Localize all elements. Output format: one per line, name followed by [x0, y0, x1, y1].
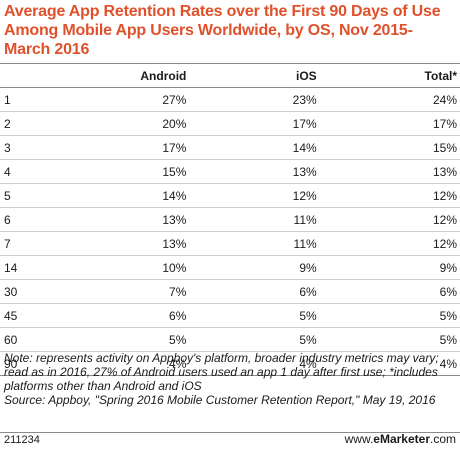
ios-cell: 11% [186, 207, 317, 232]
day-cell: 3 [0, 135, 35, 160]
total-cell: 6% [316, 279, 460, 304]
android-cell: 5% [34, 327, 187, 352]
total-cell: 15% [316, 135, 460, 160]
android-cell: 14% [34, 183, 187, 208]
total-cell: 5% [316, 303, 460, 328]
android-cell: 13% [34, 231, 187, 256]
total-cell: 12% [316, 207, 460, 232]
table-row: 4 15% 13% 13% [0, 159, 460, 184]
table-row: 60 5% 5% 5% [0, 327, 460, 352]
header-divider [0, 63, 460, 64]
table-row: 90 4% 4% 4% [0, 351, 460, 376]
column-header-ios: iOS [186, 64, 317, 88]
ios-cell: 17% [186, 111, 317, 136]
android-cell: 15% [34, 159, 187, 184]
android-cell: 10% [34, 255, 187, 280]
day-cell: 6 [0, 207, 35, 232]
ios-cell: 12% [186, 183, 317, 208]
column-header-total: Total* [316, 64, 460, 88]
ios-cell: 14% [186, 135, 317, 160]
ios-cell: 5% [186, 303, 317, 328]
android-cell: 7% [34, 279, 187, 304]
ios-cell: 4% [186, 351, 317, 376]
table-row: 45 6% 5% 5% [0, 303, 460, 328]
day-cell: 1 [0, 87, 35, 112]
total-cell: 4% [316, 351, 460, 376]
column-header-day [0, 64, 35, 88]
total-cell: 5% [316, 327, 460, 352]
note-text: Note: represents activity on Appboy's pl… [4, 351, 439, 393]
chart-id: 211234 [4, 434, 40, 446]
android-cell: 27% [34, 87, 187, 112]
day-cell: 30 [0, 279, 35, 304]
day-cell: 4 [0, 159, 35, 184]
table-row: 7 13% 11% 12% [0, 231, 460, 256]
header-row: Android iOS Total* [0, 64, 460, 88]
brand-logo: www.eMarketer.com [345, 432, 456, 446]
table-row: 1 27% 23% 24% [0, 87, 460, 112]
android-cell: 4% [34, 351, 187, 376]
day-cell: 45 [0, 303, 35, 328]
android-cell: 6% [34, 303, 187, 328]
retention-table: Android iOS Total* 1 27% 23% 24% 2 20% 17% 17% 3… [0, 64, 460, 376]
ios-cell: 11% [186, 231, 317, 256]
ios-cell: 6% [186, 279, 317, 304]
table-row: 5 14% 12% 12% [0, 183, 460, 208]
total-cell: 12% [316, 183, 460, 208]
brand-name: eMarketer [373, 432, 430, 446]
table-row: 14 10% 9% 9% [0, 255, 460, 280]
table-row: 30 7% 6% 6% [0, 279, 460, 304]
total-cell: 24% [316, 87, 460, 112]
day-cell: 2 [0, 111, 35, 136]
table-row: 6 13% 11% 12% [0, 207, 460, 232]
source-text: Source: Appboy, "Spring 2016 Mobile Cust… [4, 393, 436, 407]
ios-cell: 23% [186, 87, 317, 112]
day-cell: 7 [0, 231, 35, 256]
android-cell: 17% [34, 135, 187, 160]
brand-suffix: .com [429, 432, 456, 446]
table-row: 2 20% 17% 17% [0, 111, 460, 136]
ios-cell: 13% [186, 159, 317, 184]
footnote: Note: represents activity on Appboy's pl… [4, 351, 456, 407]
brand-prefix: www. [344, 432, 374, 446]
total-cell: 9% [316, 255, 460, 280]
total-cell: 17% [316, 111, 460, 136]
total-cell: 12% [316, 231, 460, 256]
total-cell: 13% [316, 159, 460, 184]
day-cell: 60 [0, 327, 35, 352]
ios-cell: 5% [186, 327, 317, 352]
footer-divider [0, 432, 460, 433]
ios-cell: 9% [186, 255, 317, 280]
table-row: 3 17% 14% 15% [0, 135, 460, 160]
android-cell: 13% [34, 207, 187, 232]
android-cell: 20% [34, 111, 187, 136]
chart-title: Average App Retention Rates over the Fir… [4, 3, 441, 58]
day-cell: 14 [0, 255, 35, 280]
day-cell: 5 [0, 183, 35, 208]
day-cell: 90 [0, 351, 35, 376]
column-header-android: Android [34, 64, 187, 88]
table-body: 1 27% 23% 24% 2 20% 17% 17% 3 17% 14% 15% 4 15% 13% 13%… [0, 87, 460, 376]
